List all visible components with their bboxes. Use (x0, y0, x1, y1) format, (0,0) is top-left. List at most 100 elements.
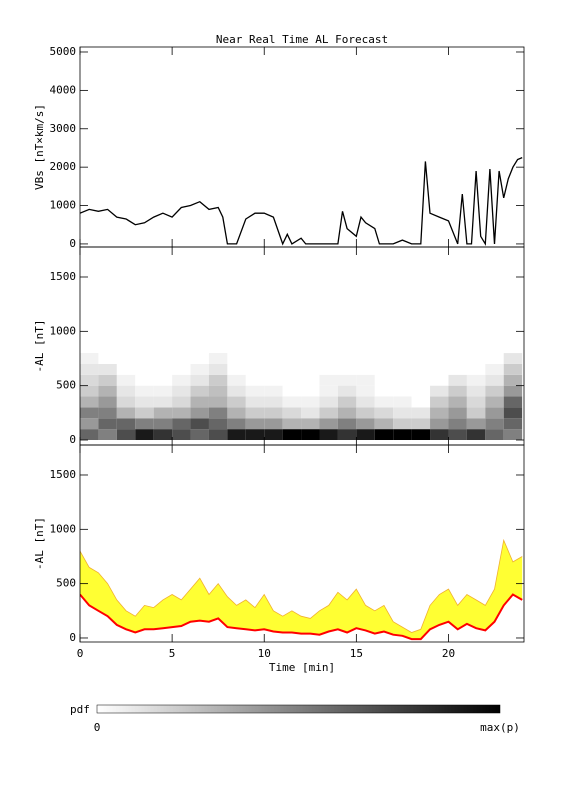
heat-cell (301, 374, 320, 386)
heat-cell (448, 363, 467, 375)
colorbar-label: pdf (70, 703, 90, 716)
heat-cell (337, 374, 357, 386)
heat-cell (282, 374, 302, 386)
y-tick-label: 4000 (50, 83, 77, 96)
heat-cell (135, 418, 154, 430)
heat-cell (245, 374, 265, 386)
heat-cell (430, 396, 449, 408)
heat-cell (190, 385, 209, 397)
x-tick-label: 5 (169, 647, 176, 660)
heat-cell (208, 363, 228, 375)
heat-cell (282, 407, 302, 419)
heat-cell (411, 418, 431, 430)
heat-cell (503, 363, 523, 375)
band-upper-edge (80, 538, 523, 633)
heat-cell (135, 385, 154, 397)
heat-cell (264, 374, 283, 386)
heat-cell (301, 429, 320, 441)
heat-cell (116, 374, 136, 386)
heat-cell (466, 418, 486, 430)
y-axis-label: -AL [nT] (33, 517, 46, 570)
data-line (80, 156, 523, 247)
heat-cell (80, 396, 99, 408)
heat-cell (116, 363, 136, 375)
heat-cell (430, 407, 449, 419)
heat-cell (337, 418, 357, 430)
y-axis-label: -AL [nT] (33, 320, 46, 373)
heat-cell (245, 385, 265, 397)
heat-cell (172, 407, 191, 419)
heat-cell (448, 374, 467, 386)
heat-cell (374, 429, 394, 441)
heat-cell (448, 407, 467, 419)
heat-cell (153, 396, 173, 408)
heat-cell (172, 429, 191, 441)
heat-cell (80, 385, 99, 397)
heat-cell (153, 374, 173, 386)
heat-cell (190, 396, 209, 408)
heat-cell (153, 429, 173, 441)
heat-cell (80, 363, 99, 375)
heat-cell (393, 353, 412, 364)
heat-cell (98, 363, 117, 375)
heat-cell (430, 429, 449, 441)
heat-cell (153, 385, 173, 397)
heat-cell (485, 407, 504, 419)
heat-cell (393, 396, 412, 408)
y-tick-label: 2000 (50, 160, 77, 173)
heat-cell (208, 374, 228, 386)
median-line (80, 593, 523, 641)
heat-cell (190, 418, 209, 430)
heat-cell (245, 407, 265, 419)
y-tick-label: 1500 (50, 270, 77, 283)
heat-cell (153, 407, 173, 419)
heat-cell (98, 407, 117, 419)
heat-cell (448, 429, 467, 441)
heat-cell (264, 396, 283, 408)
heat-cell (208, 418, 228, 430)
heat-cell (98, 429, 117, 441)
heat-cell (264, 407, 283, 419)
heat-cell (227, 374, 246, 386)
heat-cell (374, 363, 394, 375)
heat-cell (374, 385, 394, 397)
heat-cell (227, 396, 246, 408)
heat-cell (503, 353, 523, 364)
heat-cell (503, 396, 523, 408)
heat-cell (466, 429, 486, 441)
heat-cell (282, 385, 302, 397)
heat-cell (264, 353, 283, 364)
y-tick-label: 1000 (50, 199, 77, 212)
heat-cell (337, 363, 357, 375)
heat-cell (135, 429, 154, 441)
heat-cell (337, 385, 357, 397)
colorbar-min: 0 (94, 721, 101, 734)
heat-cell (393, 418, 412, 430)
x-tick-label: 20 (442, 647, 455, 660)
heat-cell (135, 407, 154, 419)
heat-cell (282, 418, 302, 430)
heat-cell (485, 429, 504, 441)
heat-cell (337, 407, 357, 419)
heat-cell (503, 418, 523, 430)
heat-cell (319, 418, 338, 430)
y-tick-label: 0 (69, 631, 76, 644)
heat-cell (430, 385, 449, 397)
heat-cell (301, 363, 320, 375)
y-tick-label: 0 (69, 237, 76, 250)
heat-cell (172, 374, 191, 386)
heat-cell (245, 418, 265, 430)
heat-cell (448, 418, 467, 430)
heat-cell (116, 407, 136, 419)
heat-cell (116, 418, 136, 430)
heat-cell (282, 363, 302, 375)
heat-cell (466, 363, 486, 375)
x-tick-label: 10 (258, 647, 271, 660)
colorbar-max: max(p) (480, 721, 520, 734)
heat-cell (485, 418, 504, 430)
heat-cell (319, 363, 338, 375)
heat-cell (319, 429, 338, 441)
heat-cell (393, 363, 412, 375)
heat-cell (430, 374, 449, 386)
heat-cell (393, 407, 412, 419)
